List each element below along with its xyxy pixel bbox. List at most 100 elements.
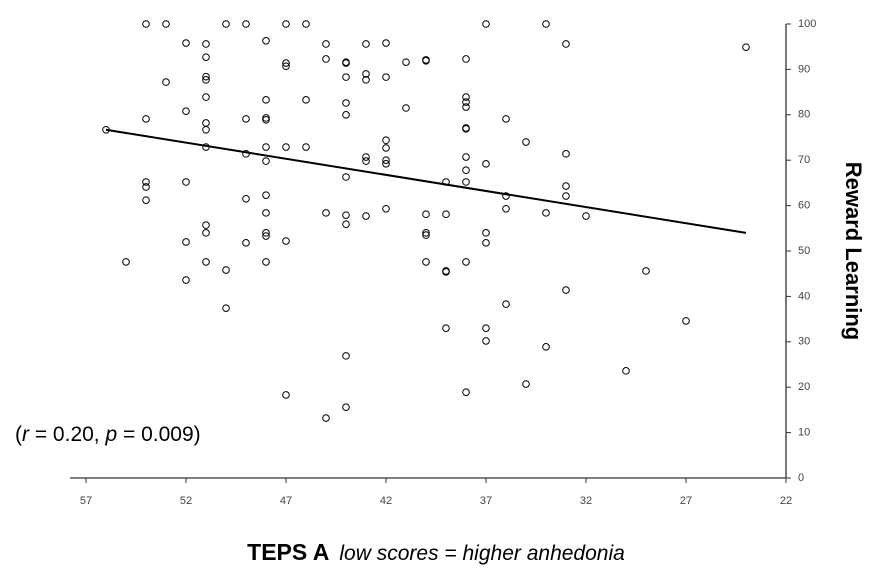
annotation-part: = 0.009) — [117, 423, 200, 446]
point — [502, 192, 510, 200]
annotation-part: p — [104, 423, 117, 446]
point — [462, 98, 470, 106]
point — [142, 183, 150, 191]
point — [242, 115, 250, 123]
point — [442, 210, 450, 219]
point — [282, 20, 290, 28]
point — [362, 40, 370, 48]
point — [142, 178, 150, 186]
point — [262, 232, 270, 240]
point — [502, 300, 510, 308]
point — [422, 231, 430, 239]
point — [462, 258, 470, 266]
point — [422, 229, 430, 237]
point — [382, 144, 390, 152]
point — [282, 237, 290, 245]
y-tick-label: 30 — [798, 336, 810, 348]
point — [342, 211, 350, 219]
point — [282, 62, 290, 71]
x-tick-label: 52 — [180, 495, 192, 507]
point — [142, 20, 150, 28]
point — [482, 160, 490, 168]
point — [382, 160, 390, 168]
y-tick-label: 0 — [798, 472, 804, 484]
point — [462, 55, 470, 63]
point — [522, 380, 530, 388]
y-tick-label: 70 — [798, 154, 810, 166]
x-axis-label: TEPS A — [247, 539, 329, 565]
point — [382, 136, 390, 145]
point — [482, 337, 490, 345]
point — [322, 414, 330, 422]
point — [302, 20, 310, 28]
annotation-part: r — [22, 423, 30, 446]
point — [242, 194, 250, 203]
point — [502, 115, 510, 123]
point — [182, 178, 190, 186]
point — [282, 59, 290, 67]
x-tick-label: 22 — [780, 495, 792, 507]
x-tick-label: 32 — [580, 495, 592, 507]
point — [522, 138, 530, 146]
point — [222, 20, 230, 28]
point — [382, 204, 390, 213]
point — [262, 36, 270, 45]
point — [342, 220, 350, 229]
y-tick-label: 50 — [798, 245, 810, 257]
point — [262, 157, 270, 165]
point — [262, 96, 270, 104]
point — [202, 72, 210, 81]
point — [462, 388, 470, 396]
point — [182, 107, 190, 115]
point — [262, 258, 270, 266]
point — [462, 153, 470, 161]
point — [382, 73, 390, 81]
point — [462, 166, 470, 174]
point — [262, 143, 270, 151]
point — [462, 93, 470, 101]
trend-line — [105, 128, 747, 234]
y-axis-title: Reward Learning — [841, 162, 866, 340]
point — [462, 178, 470, 186]
point — [482, 239, 490, 247]
x-tick-label: 27 — [680, 495, 692, 507]
y-tick-label: 60 — [798, 200, 810, 212]
point — [422, 56, 430, 65]
point — [362, 76, 370, 84]
point — [442, 324, 450, 332]
x-axis-note: low scores = higher anhedonia — [339, 542, 624, 565]
y-tick-label: 20 — [798, 381, 810, 393]
y-tick-label: 10 — [798, 427, 810, 439]
annotation-part: ( — [15, 423, 22, 446]
point — [282, 391, 290, 399]
point — [502, 204, 510, 213]
point — [542, 342, 550, 351]
point — [462, 103, 470, 111]
point — [242, 20, 250, 28]
point — [342, 99, 350, 107]
point — [262, 191, 270, 199]
point — [362, 212, 370, 220]
point — [742, 43, 750, 51]
point — [362, 153, 370, 161]
point — [202, 93, 210, 101]
point — [342, 352, 350, 360]
point — [202, 125, 210, 134]
point — [562, 192, 570, 200]
point — [422, 210, 430, 219]
point — [402, 104, 410, 112]
point — [182, 276, 190, 284]
point — [222, 266, 230, 274]
point — [302, 143, 310, 151]
x-axis-title: TEPS A low scores = higher anhedonia — [247, 539, 625, 565]
point — [342, 59, 350, 67]
point — [542, 209, 550, 217]
point — [322, 40, 330, 48]
point — [262, 229, 270, 237]
point — [322, 209, 330, 217]
x-tick-label: 47 — [280, 495, 292, 507]
point — [442, 268, 450, 276]
point — [582, 212, 590, 220]
point — [562, 182, 570, 190]
